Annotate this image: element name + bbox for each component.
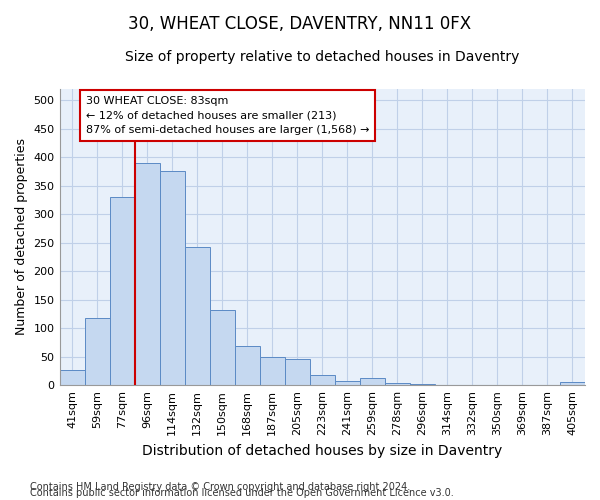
Bar: [560, 382, 585, 385]
Bar: [235, 346, 260, 385]
Bar: [85, 318, 110, 385]
Bar: [59, 370, 85, 385]
Bar: [335, 381, 360, 385]
Text: 30 WHEAT CLOSE: 83sqm
← 12% of detached houses are smaller (213)
87% of semi-det: 30 WHEAT CLOSE: 83sqm ← 12% of detached …: [86, 96, 370, 135]
Y-axis label: Number of detached properties: Number of detached properties: [15, 138, 28, 336]
Title: Size of property relative to detached houses in Daventry: Size of property relative to detached ho…: [125, 50, 520, 64]
Bar: [185, 247, 209, 385]
Bar: [360, 378, 385, 385]
Bar: [160, 172, 185, 385]
Bar: [134, 163, 160, 385]
Bar: [209, 310, 235, 385]
Text: Contains public sector information licensed under the Open Government Licence v3: Contains public sector information licen…: [30, 488, 454, 498]
Bar: [285, 359, 310, 385]
Bar: [310, 375, 335, 385]
Text: 30, WHEAT CLOSE, DAVENTRY, NN11 0FX: 30, WHEAT CLOSE, DAVENTRY, NN11 0FX: [128, 15, 472, 33]
Bar: [385, 383, 410, 385]
X-axis label: Distribution of detached houses by size in Daventry: Distribution of detached houses by size …: [142, 444, 502, 458]
Bar: [435, 384, 460, 385]
Text: Contains HM Land Registry data © Crown copyright and database right 2024.: Contains HM Land Registry data © Crown c…: [30, 482, 410, 492]
Bar: [260, 356, 285, 385]
Bar: [410, 384, 435, 385]
Bar: [110, 197, 134, 385]
